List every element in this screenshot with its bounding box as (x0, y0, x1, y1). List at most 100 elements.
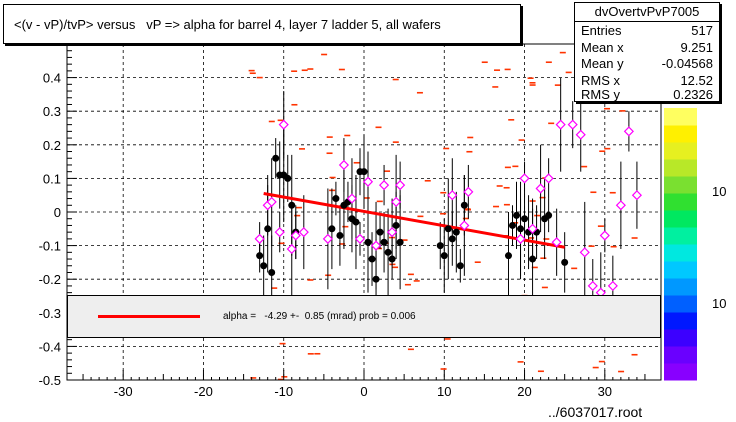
palette-segment (664, 176, 697, 194)
data-point (286, 243, 297, 255)
data-point (268, 268, 276, 276)
data-point (440, 252, 448, 260)
data-point (352, 218, 360, 226)
palette-segment (664, 261, 697, 279)
stats-key: RMS x (581, 73, 620, 88)
data-points (254, 119, 643, 298)
data-point (260, 262, 268, 270)
data-point (332, 195, 340, 203)
data-point (575, 129, 586, 140)
data-point (545, 211, 553, 219)
data-point (328, 225, 336, 233)
data-point (396, 238, 404, 246)
data-point (360, 168, 368, 176)
data-point (264, 225, 272, 233)
data-point (266, 196, 277, 208)
palette-segment (664, 312, 697, 330)
data-point (370, 240, 382, 251)
fit-legend: alpha = -4.29 +- 0.85 (mrad) prob = 0.00… (67, 295, 661, 338)
data-point (387, 227, 398, 238)
data-point (535, 183, 546, 194)
y-tick-label: 0.4 (43, 71, 61, 86)
data-point (391, 196, 402, 208)
x-tick-label: -10 (274, 384, 293, 399)
data-point (362, 176, 374, 187)
data-point (517, 225, 525, 233)
fit-line-segment (263, 192, 565, 249)
stats-row-entries: Entries 517 (581, 23, 713, 39)
color-palette (664, 108, 697, 381)
stats-row-rms-x: RMS x 12.52 (581, 73, 713, 89)
data-point (504, 252, 512, 260)
stats-key: Mean x (581, 40, 624, 55)
palette-segment (664, 125, 697, 143)
data-point (338, 159, 350, 171)
data-point (521, 215, 529, 223)
data-point (607, 280, 618, 292)
data-point (509, 221, 516, 229)
data-point (256, 252, 264, 260)
stats-key: Mean y (581, 56, 624, 71)
palette-segment (664, 363, 697, 381)
data-point (290, 230, 301, 241)
stats-box: dvOvertvPvP7005 Entries 517 Mean x 9.251… (574, 2, 720, 102)
palette-segment (664, 346, 697, 364)
data-point (380, 238, 388, 246)
stats-value: 12.52 (680, 73, 713, 88)
stats-row-mean-x: Mean x 9.251 (581, 40, 713, 56)
palette-segment (664, 108, 697, 126)
palette-segment (664, 329, 697, 347)
palette-segment (664, 227, 697, 245)
data-point (448, 235, 456, 243)
footer-filename: ../6037017.root (548, 404, 643, 420)
data-point (322, 233, 333, 244)
data-point (515, 233, 526, 244)
data-point (254, 233, 265, 244)
y-tick-label: 0.2 (43, 138, 61, 153)
y-tick-label: -0.5 (39, 373, 61, 388)
stats-value: -0.04568 (661, 56, 713, 71)
stats-value: 9.251 (680, 40, 713, 55)
x-tick-label: 20 (517, 384, 531, 399)
palette-segment (664, 142, 697, 160)
palette-label: 10 (712, 296, 727, 311)
stats-row-rms-y: RMS y 0.2326 (581, 87, 713, 103)
data-point (376, 228, 384, 236)
y-tick-label: 0.3 (43, 104, 61, 119)
stats-name: dvOvertvPvP7005 (575, 3, 719, 22)
data-point (460, 201, 468, 209)
data-point (272, 154, 280, 162)
fit-line (263, 192, 565, 249)
stats-key: Entries (581, 23, 622, 38)
palette-segment (664, 159, 697, 177)
data-point (513, 211, 521, 219)
data-point (395, 180, 406, 191)
data-point (278, 119, 289, 130)
data-point (551, 237, 562, 248)
data-point (298, 227, 309, 238)
data-point (274, 227, 285, 238)
data-point (447, 190, 458, 201)
data-point (579, 247, 590, 258)
x-tick-label: 30 (598, 384, 612, 399)
data-point (284, 174, 292, 182)
data-point (346, 193, 358, 204)
chart-title-box: <(v - vP)/tvP> versus vP => alpha for ba… (3, 4, 521, 44)
stats-key: RMS y (581, 87, 620, 102)
error-bars (259, 77, 638, 333)
x-tick-label: 0 (360, 384, 367, 399)
x-tick-label: 10 (437, 384, 451, 399)
fit-legend-line (98, 315, 200, 318)
data-point (336, 232, 344, 240)
y-tick-label: -0.4 (39, 339, 61, 354)
data-point (388, 255, 396, 263)
data-point (456, 262, 464, 270)
data-point (372, 275, 380, 283)
data-point (364, 238, 372, 246)
data-point (392, 221, 400, 229)
stats-value: 517 (691, 23, 713, 38)
data-point (587, 280, 598, 292)
x-tick-label: -20 (194, 384, 213, 399)
palette-label: 10 (712, 184, 727, 199)
data-point (623, 126, 634, 137)
